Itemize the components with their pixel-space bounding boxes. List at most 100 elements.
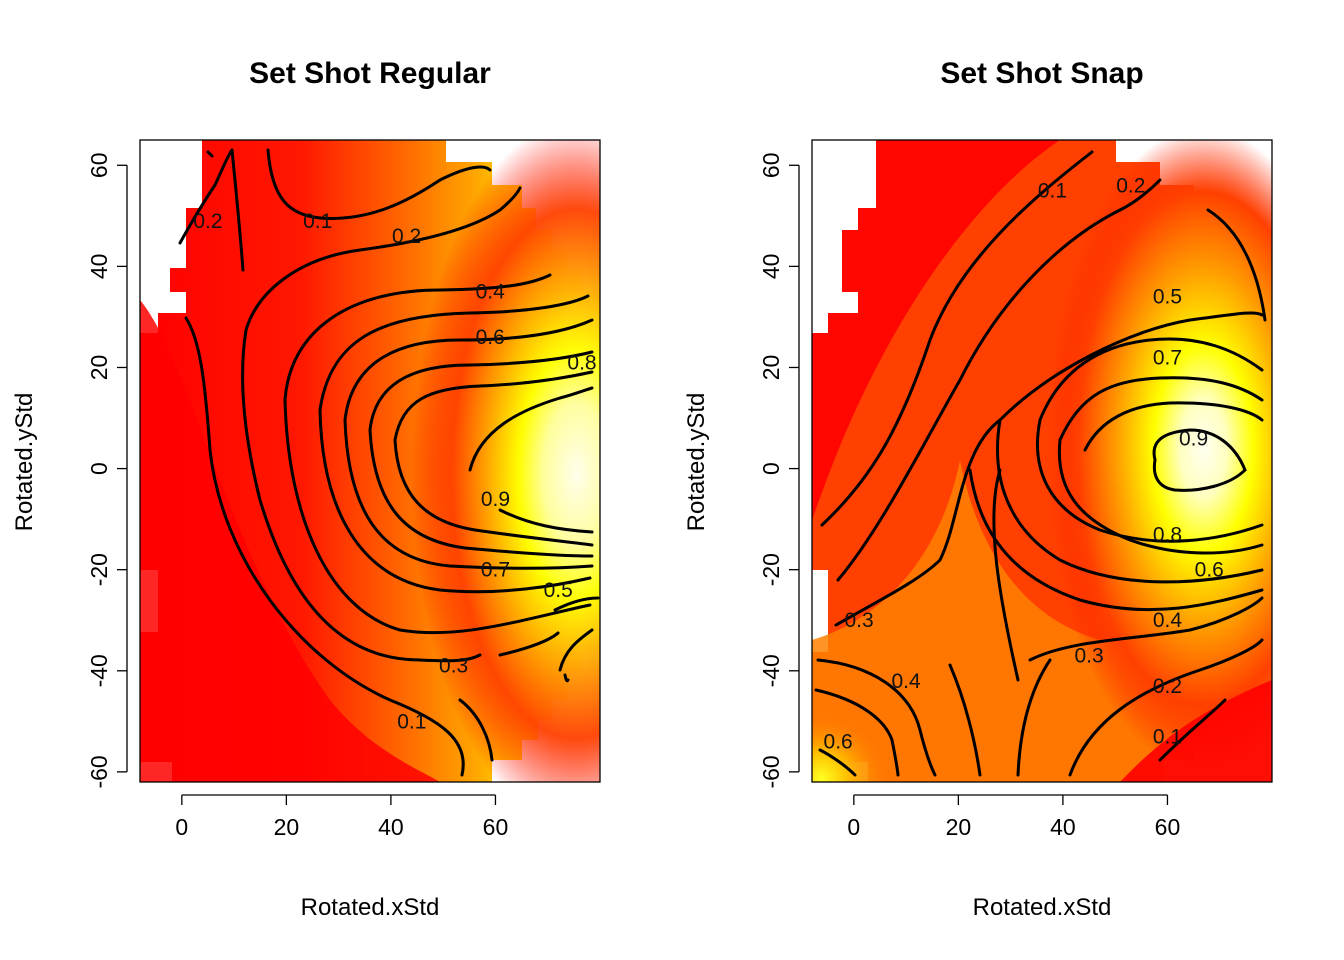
contour-line <box>1083 401 1264 452</box>
plot-frame <box>139 139 601 783</box>
y-axis-label: Rotated.yStd <box>683 393 710 532</box>
contour-label: 0.6 <box>476 326 505 349</box>
x-tick-label: 40 <box>1050 814 1076 840</box>
x-tick-label: 60 <box>483 814 509 840</box>
contour-line <box>816 658 937 777</box>
contour-line <box>230 148 245 272</box>
contour-label: 0.1 <box>397 710 426 733</box>
contour-label: 0.1 <box>1153 726 1182 749</box>
x-axis-label: Rotated.xStd <box>973 894 1112 921</box>
contour-label: 0.3 <box>1074 645 1103 668</box>
contour-label: 0.3 <box>844 609 873 632</box>
contour-line <box>318 294 590 412</box>
contour-line <box>368 428 594 558</box>
contour-line <box>393 438 594 547</box>
y-tick-label: -40 <box>758 654 784 687</box>
contour-label: 0.4 <box>891 670 921 693</box>
contour-labels: 0.1 0.2 0.2 0.4 0.6 0.8 0.9 0.7 0.5 0.3 0.1 <box>193 210 596 733</box>
contour-label: 0.7 <box>481 559 510 582</box>
y-tick-label: -60 <box>758 755 784 788</box>
contour-label: 0.2 <box>193 210 222 233</box>
contour-line <box>184 316 465 777</box>
y-axis-label: Rotated.yStd <box>11 393 38 532</box>
contour-line <box>818 748 857 777</box>
contour-line <box>498 631 560 657</box>
contour-line <box>178 148 234 245</box>
y-tick-label: 0 <box>86 462 112 475</box>
contour-line <box>241 328 482 663</box>
y-tick-label: -20 <box>758 553 784 586</box>
contour-line <box>1036 418 1264 543</box>
contour-line <box>468 386 594 472</box>
y-tick-label: 20 <box>758 355 784 381</box>
y-axis: -60 -40 -20 0 20 40 60 <box>86 152 128 789</box>
panel-set-shot-regular: Set Shot Regular <box>11 57 601 921</box>
contour-label: 0.6 <box>1195 559 1224 582</box>
x-tick-label: 0 <box>175 814 188 840</box>
contour-label: 0.2 <box>1116 174 1145 197</box>
contour-label: 0.5 <box>544 579 573 602</box>
contour-line <box>968 468 1264 612</box>
contour-label: 0.8 <box>1153 523 1182 546</box>
contour-label: 0.5 <box>1153 286 1182 309</box>
contour-line <box>244 186 522 332</box>
contour-line <box>393 370 594 442</box>
contour-line <box>1028 596 1264 662</box>
heatmap-cold-wedge <box>140 300 440 782</box>
contour-line <box>266 148 492 220</box>
x-axis: 0 20 40 60 <box>175 794 509 840</box>
y-axis: -60 -40 -20 0 20 40 60 <box>758 152 800 789</box>
contour-line <box>1206 208 1267 322</box>
contour-label: 0.6 <box>824 731 853 754</box>
contour-line <box>343 418 594 570</box>
contour-line <box>836 178 1162 582</box>
heatmap-cold-corner <box>1120 680 1272 782</box>
x-axis: 0 20 40 60 <box>847 794 1181 840</box>
heatmap-warm-overlay <box>812 140 1060 520</box>
contour-label: 0.7 <box>1153 346 1182 369</box>
y-tick-label: -60 <box>86 755 112 788</box>
heatmap <box>140 140 600 782</box>
contour-line <box>283 398 592 635</box>
contour-line <box>498 508 594 534</box>
y-tick-label: 40 <box>86 254 112 280</box>
panel-set-shot-snap: Set Shot Snap <box>683 57 1273 921</box>
y-tick-label: -40 <box>86 654 112 687</box>
contour-line <box>1016 658 1052 777</box>
y-tick-label: -20 <box>86 553 112 586</box>
contour-line <box>368 350 594 432</box>
y-tick-label: 60 <box>86 152 112 178</box>
x-tick-label: 20 <box>274 814 300 840</box>
contour-label: 0.4 <box>1153 609 1183 632</box>
heatmap-hot-overlay <box>300 140 600 782</box>
contour-line <box>992 468 1020 682</box>
plot-frame <box>811 139 1273 783</box>
contour-label: 0.1 <box>1038 180 1067 203</box>
contour-line <box>206 150 214 158</box>
contour-label: 0.9 <box>481 488 510 511</box>
contour-line <box>1057 438 1264 555</box>
contour-label: 0.4 <box>476 281 506 304</box>
contour-line <box>1152 428 1247 492</box>
contour-line <box>1058 376 1264 442</box>
x-tick-label: 60 <box>1155 814 1181 840</box>
contour-label: 0.8 <box>567 351 596 374</box>
contour-label: 0.1 <box>303 210 332 233</box>
contour-line <box>458 698 494 762</box>
contour-line <box>318 408 592 594</box>
contour-line <box>283 273 552 402</box>
heatmap-hot-overlay <box>960 140 1272 782</box>
contour-labels: 0.1 0.2 0.5 0.7 0.9 0.8 0.6 0.4 0.3 0.3 0.4 0.2 0.6 0… <box>824 174 1224 754</box>
heatmap-corner-overlay <box>812 600 1000 782</box>
contour-line <box>948 663 982 777</box>
contour-label: 0.3 <box>439 655 468 678</box>
x-tick-label: 20 <box>946 814 972 840</box>
contour-line <box>814 688 900 777</box>
x-axis-label: Rotated.xStd <box>301 894 440 921</box>
contour-label: 0.9 <box>1179 427 1208 450</box>
contour-label: 0.2 <box>1153 675 1182 698</box>
chart-title: Set Shot Regular <box>249 57 491 90</box>
contour-line <box>1038 337 1264 422</box>
heatmap <box>812 140 1272 782</box>
